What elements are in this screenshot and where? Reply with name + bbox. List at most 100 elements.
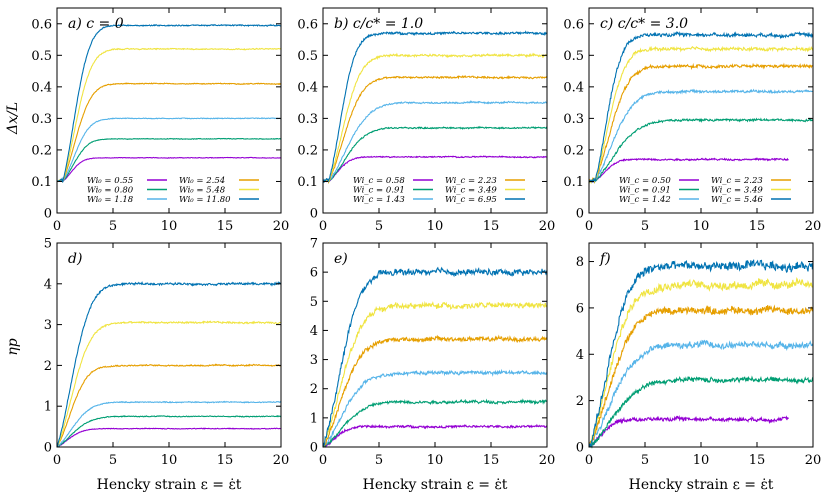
panel-b: 0 5 10 15 20 0 0.1 0.2 0.3 0.4 0.5 0.6 b) c/c* = 1.0… <box>297 7 555 234</box>
ytick-label-b-4: 0.4 <box>297 80 318 95</box>
legend-label-b-1: Wi_c = 0.91 <box>353 186 405 196</box>
legend-label-b-2: Wi_c = 1.43 <box>353 195 405 205</box>
series-line-e-5 <box>322 266 548 448</box>
panel-e: 0 5 10 15 20 0 1 2 3 4 5 6 7 e) Hencky strain ε = ε̇t <box>310 237 556 494</box>
xtick-label-b-0: 0 <box>319 219 327 234</box>
series-line-e-1 <box>322 398 548 448</box>
ytick-label-c-3: 0.3 <box>563 112 584 127</box>
xtick-label-d-0: 0 <box>53 453 61 468</box>
series-line-c-4 <box>588 45 814 185</box>
xtick-label-d-1: 5 <box>109 453 117 468</box>
series-line-c-1 <box>588 117 814 184</box>
ytick-label-d-0: 0 <box>44 441 52 456</box>
panel-label-e: e) <box>334 251 348 267</box>
legend-label-b-4: Wi_c = 3.49 <box>445 186 497 196</box>
series-line-c-3 <box>588 62 814 184</box>
series-line-b-4 <box>322 52 548 183</box>
ytick-label-a-1: 0.1 <box>31 175 52 190</box>
ytick-label-a-4: 0.4 <box>31 80 52 95</box>
xtick-label-a-2: 10 <box>161 219 178 234</box>
xtick-label-f-4: 20 <box>805 453 822 468</box>
legend-label-c-1: Wi_c = 0.91 <box>619 186 671 196</box>
xtick-label-a-4: 20 <box>273 219 290 234</box>
series-line-f-1 <box>588 375 814 449</box>
legend-label-c-4: Wi_c = 3.49 <box>711 186 763 196</box>
xtick-label-b-3: 15 <box>483 219 500 234</box>
ytick-label-b-0: 0 <box>310 207 318 222</box>
xtick-label-e-0: 0 <box>319 453 327 468</box>
panel-label-b: b) c/c* = 1.0 <box>334 16 423 32</box>
series-line-c-0 <box>589 157 789 183</box>
xtick-label-c-3: 15 <box>749 219 766 234</box>
xtick-label-a-1: 5 <box>109 219 117 234</box>
xlabel-d: Hencky strain ε = ε̇t <box>97 477 242 493</box>
series-line-e-4 <box>322 300 548 448</box>
xtick-label-c-1: 5 <box>641 219 649 234</box>
series-line-a-4 <box>56 47 282 183</box>
legend-label-b-0: Wi_c = 0.58 <box>353 176 405 186</box>
series-line-f-0 <box>588 414 789 448</box>
xlabel-e: Hencky strain ε = ε̇t <box>363 477 508 493</box>
series-line-f-2 <box>588 339 814 448</box>
ytick-label-f-0: 0 <box>576 441 584 456</box>
series-line-b-2 <box>322 100 548 183</box>
ytick-label-d-5: 5 <box>44 237 52 252</box>
series-line-b-5 <box>322 30 548 184</box>
series-line-c-2 <box>588 88 814 183</box>
xtick-label-d-3: 15 <box>217 453 234 468</box>
ytick-label-a-5: 0.5 <box>31 49 52 64</box>
ytick-label-f-3: 6 <box>576 301 584 316</box>
panel-c: 0 5 10 15 20 0 0.1 0.2 0.3 0.4 0.5 0.6 c) c/c* = 3.0… <box>563 7 821 234</box>
series-line-f-5 <box>589 259 814 448</box>
ytick-label-f-2: 4 <box>576 348 584 363</box>
ytick-label-c-5: 0.5 <box>563 49 584 64</box>
ytick-label-e-7: 7 <box>310 237 318 252</box>
xtick-label-f-2: 10 <box>693 453 710 468</box>
ytick-label-a-3: 0.3 <box>31 112 52 127</box>
top-ylabel: Δx/L <box>5 102 21 135</box>
xtick-label-c-0: 0 <box>585 219 593 234</box>
panel-a: 0 5 10 15 20 0 0.1 0.2 0.3 0.4 0.5 0.6 a) c = 0 Wi₀ =… <box>31 7 290 234</box>
legend-label-c-2: Wi_c = 1.42 <box>619 195 671 205</box>
legend-label-c-3: Wi_c = 2.23 <box>711 176 763 186</box>
series-line-e-0 <box>322 423 548 448</box>
ytick-label-b-3: 0.3 <box>297 112 318 127</box>
ytick-label-e-0: 0 <box>310 441 318 456</box>
series-line-f-3 <box>589 304 814 448</box>
xtick-label-b-1: 5 <box>375 219 383 234</box>
ytick-label-c-0: 0 <box>576 207 584 222</box>
ytick-label-c-6: 0.6 <box>563 17 584 32</box>
xtick-label-a-3: 15 <box>217 219 234 234</box>
ytick-label-b-6: 0.6 <box>297 17 318 32</box>
xtick-label-f-1: 5 <box>641 453 649 468</box>
bottom-ylabel: ηp <box>5 338 21 355</box>
series-line-a-1 <box>56 137 281 183</box>
series-line-a-0 <box>56 156 282 183</box>
ytick-label-e-3: 3 <box>310 353 318 368</box>
ytick-label-e-2: 2 <box>310 382 318 397</box>
ytick-label-a-0: 0 <box>44 207 52 222</box>
series-line-d-0 <box>56 427 282 448</box>
series-line-a-3 <box>56 82 282 183</box>
xtick-label-f-3: 15 <box>749 453 766 468</box>
series-line-d-3 <box>56 363 282 448</box>
legend-label-a-4: Wi₀ = 5.48 <box>179 186 226 196</box>
legend-label-b-3: Wi_c = 2.23 <box>445 176 497 186</box>
xlabel-f: Hencky strain ε = ε̇t <box>629 477 774 493</box>
ytick-label-e-1: 1 <box>310 411 318 426</box>
ytick-label-e-4: 4 <box>310 324 318 339</box>
series-line-d-2 <box>56 400 282 448</box>
series-line-d-1 <box>57 415 282 448</box>
ytick-label-b-1: 0.1 <box>297 175 318 190</box>
ytick-label-d-4: 4 <box>44 277 52 292</box>
legend-label-a-3: Wi₀ = 2.54 <box>179 176 225 186</box>
legend-label-a-2: Wi₀ = 1.18 <box>87 195 134 205</box>
panel-d: 0 5 10 15 20 0 1 2 3 4 5 d) Hencky strain ε = ε̇t <box>44 237 290 494</box>
panel-label-f: f) <box>599 251 611 267</box>
xtick-label-e-2: 10 <box>427 453 444 468</box>
